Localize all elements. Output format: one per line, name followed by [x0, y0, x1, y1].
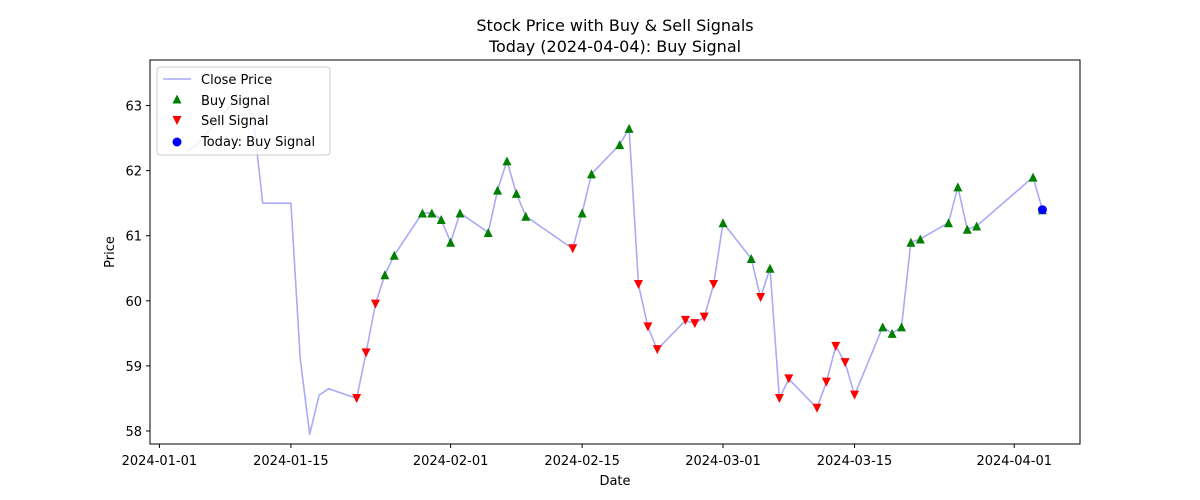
sell-signal-marker	[774, 393, 784, 403]
buy-signal-marker	[493, 185, 503, 195]
buy-signal-marker	[1028, 172, 1038, 182]
x-axis-label: Date	[599, 474, 630, 489]
buy-signal-marker	[746, 254, 756, 264]
y-tick-label: 59	[125, 360, 142, 375]
sell-signal-marker	[690, 319, 700, 329]
x-axis: 2024-01-01 2024-01-15 2024-02-01 2024-02-15…	[122, 444, 1052, 469]
buy-signal-marker	[624, 123, 634, 133]
y-tick-label: 61	[125, 230, 142, 245]
legend-label-sell-signal: Sell Signal	[201, 114, 269, 129]
buy-signal-marker	[417, 208, 427, 218]
y-tick-label: 63	[125, 100, 142, 115]
buy-signal-marker	[380, 270, 390, 280]
y-tick-label: 60	[125, 295, 142, 310]
sell-signal-marker	[821, 377, 831, 387]
sell-signal-marker	[784, 374, 794, 384]
legend-label-buy-signal: Buy Signal	[201, 94, 270, 109]
buy-signal-marker	[962, 224, 972, 234]
plot-area	[187, 98, 1047, 436]
buy-signal-marker	[502, 156, 512, 166]
buy-signal-marker	[765, 263, 775, 273]
buy-signal-marker	[878, 322, 888, 332]
legend: Close Price Buy Signal Sell Signal Today…	[156, 66, 331, 156]
legend-sell-signal-marker	[172, 116, 182, 125]
buy-signal-marker	[427, 208, 437, 218]
sell-signal-marker	[850, 390, 860, 400]
x-tick-label: 2024-04-01	[976, 454, 1052, 469]
buy-signal-marker	[972, 221, 982, 231]
y-tick-label: 62	[125, 165, 142, 180]
buy-signal-marker	[718, 218, 728, 228]
buy-signal-marker	[906, 237, 916, 247]
legend-today-marker	[172, 137, 182, 147]
sell-signal-marker	[352, 393, 362, 403]
sell-signal-marker	[840, 358, 850, 368]
x-tick-label: 2024-03-15	[817, 454, 893, 469]
buy-signal-marker	[943, 218, 953, 228]
buy-signal-marker	[953, 182, 963, 192]
chart-title: Stock Price with Buy & Sell Signals	[476, 16, 753, 35]
sell-signal-marker	[643, 322, 653, 332]
y-axis-label: Price	[103, 236, 118, 268]
buy-signal-marker	[521, 211, 531, 221]
y-tick-label: 58	[125, 425, 142, 440]
legend-box	[156, 66, 331, 156]
legend-label-close-price: Close Price	[201, 73, 272, 88]
buy-signal-marker	[446, 237, 456, 247]
axes-frame	[149, 59, 1081, 445]
sell-signal-marker	[831, 341, 841, 351]
x-tick-label: 2024-03-01	[685, 454, 761, 469]
buy-signal-marker	[436, 214, 446, 224]
chart-subtitle: Today (2024-04-04): Buy Signal	[488, 37, 741, 56]
today-signal-marker	[1037, 205, 1047, 215]
buy-signal-marker	[389, 250, 399, 260]
x-tick-label: 2024-02-15	[544, 454, 620, 469]
sell-signal-marker	[699, 312, 709, 322]
buy-signal-marker	[887, 328, 897, 338]
sell-signal-marker	[812, 403, 822, 413]
sell-signal-marker	[680, 315, 690, 325]
x-tick-label: 2024-02-01	[413, 454, 489, 469]
buy-signal-marker	[511, 188, 521, 198]
sell-signal-marker	[709, 280, 719, 290]
buy-signal-marker	[577, 208, 587, 218]
buy-signal-marker	[483, 227, 493, 237]
sell-signal-marker	[756, 293, 766, 303]
x-tick-label: 2024-01-15	[253, 454, 329, 469]
sell-signal-marker	[361, 348, 371, 358]
buy-signal-marker	[587, 169, 597, 179]
buy-signal-marker	[897, 322, 907, 332]
buy-signal-marker	[915, 234, 925, 244]
buy-signal-marker	[455, 208, 465, 218]
sell-signal-marker	[652, 345, 662, 355]
sell-signal-marker	[633, 280, 643, 290]
y-axis: 58 59 60 61 62 63	[125, 100, 150, 440]
legend-buy-signal-marker	[172, 94, 182, 104]
x-tick-label: 2024-01-01	[122, 454, 198, 469]
sell-signal-marker	[568, 244, 578, 254]
sell-signal-marker	[370, 299, 380, 309]
legend-label-today: Today: Buy Signal	[200, 135, 315, 150]
buy-signal-marker	[615, 140, 625, 150]
